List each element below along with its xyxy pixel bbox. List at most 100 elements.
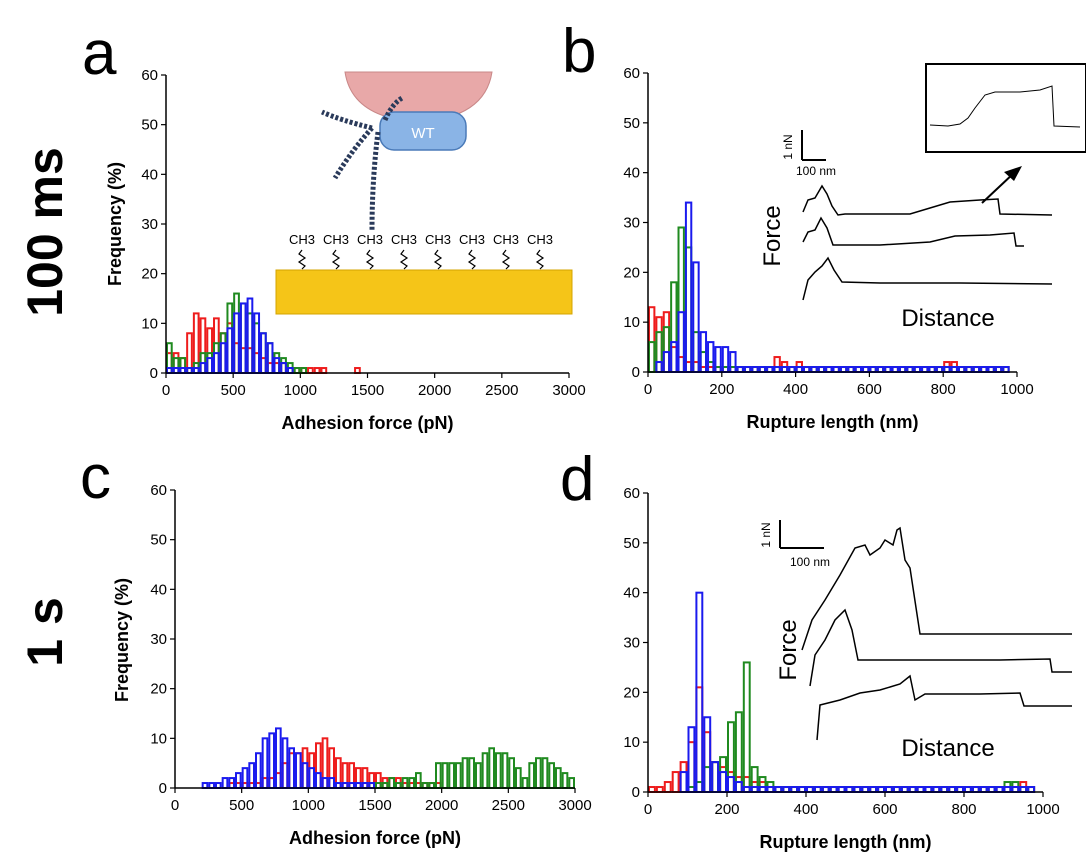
bar-blue-11 bbox=[729, 351, 737, 374]
y-tick-label: 0 bbox=[150, 365, 158, 382]
x-tick-label: 800 bbox=[931, 381, 956, 398]
linker-chain bbox=[433, 249, 443, 270]
x-tick-label: 800 bbox=[951, 801, 976, 818]
y-tick-label: 10 bbox=[150, 730, 167, 747]
y-tick-label: 50 bbox=[141, 117, 158, 134]
y-axis-label: Frequency (%) bbox=[105, 162, 125, 286]
bar-blue-6 bbox=[692, 261, 700, 373]
bar-blue-10 bbox=[727, 776, 735, 793]
bar-red-3 bbox=[671, 771, 680, 793]
bar-blue-8 bbox=[711, 761, 720, 793]
y-axis-label: Frequency (%) bbox=[112, 578, 132, 702]
force-label: Force bbox=[775, 619, 802, 680]
force-curves-inset-b: 1 nN 100 nm Force Distance bbox=[759, 63, 1086, 332]
scale-label-y: 1 nN bbox=[781, 134, 795, 159]
methyl-label: CH3 bbox=[289, 232, 315, 247]
bar-blue-14 bbox=[260, 332, 267, 374]
x-tick-label: 2500 bbox=[492, 797, 525, 814]
x-axis-label: Rupture length (nm) bbox=[760, 832, 932, 852]
bar-red-2 bbox=[663, 781, 672, 793]
panel-a: a 0 10 20 30 40 50 60 0 500 1000 1500 2000 2500 3000 Ad… bbox=[82, 19, 586, 433]
bar-green-36 bbox=[415, 772, 422, 789]
x-tick-label: 0 bbox=[162, 382, 170, 399]
bar-green-53 bbox=[528, 762, 535, 790]
y-tick-label: 0 bbox=[159, 780, 167, 797]
zoom-arrow bbox=[981, 171, 1016, 204]
bar-blue-7 bbox=[703, 716, 712, 793]
linker-chain bbox=[467, 249, 477, 270]
bar-blue-11 bbox=[734, 781, 743, 793]
row-label-bottom: 1 s bbox=[17, 597, 73, 667]
y-tick-label: 50 bbox=[150, 532, 167, 549]
y-tick-label: 30 bbox=[623, 215, 640, 232]
y-tick-label: 0 bbox=[632, 784, 640, 801]
panel-letter: d bbox=[560, 445, 594, 514]
y-tick-label: 30 bbox=[623, 635, 640, 652]
bar-green-44 bbox=[468, 757, 476, 790]
methyl-label: CH3 bbox=[391, 232, 417, 247]
y-tick-label: 10 bbox=[623, 734, 640, 751]
x-tick-label: 600 bbox=[857, 381, 882, 398]
bar-blue-21 bbox=[315, 772, 322, 789]
y-tick-label: 40 bbox=[623, 585, 640, 602]
x-tick-label: 3000 bbox=[552, 382, 585, 399]
linker-chain bbox=[365, 249, 375, 270]
bar-blue-10 bbox=[721, 346, 730, 374]
y-tick-label: 10 bbox=[623, 314, 640, 331]
bar-blue-11 bbox=[248, 762, 255, 790]
x-tick-label: 0 bbox=[644, 381, 652, 398]
bar-green-41 bbox=[448, 762, 456, 790]
bar-green-50 bbox=[508, 757, 516, 790]
y-tick-label: 0 bbox=[632, 364, 640, 381]
bar-blue-4 bbox=[679, 771, 688, 793]
bar-blue-18 bbox=[295, 752, 302, 790]
bar-green-51 bbox=[515, 767, 522, 790]
x-tick-label: 1000 bbox=[284, 382, 317, 399]
x-axis-label: Rupture length (nm) bbox=[747, 412, 919, 432]
methyl-label: CH3 bbox=[527, 232, 553, 247]
bar-blue-5 bbox=[684, 201, 693, 373]
panel-letter: b bbox=[562, 17, 596, 86]
y-tick-label: 60 bbox=[141, 67, 158, 84]
x-tick-label: 0 bbox=[171, 797, 179, 814]
bar-green-42 bbox=[455, 762, 462, 790]
bar-blue-5 bbox=[199, 362, 207, 375]
bar-blue-22 bbox=[321, 777, 329, 789]
x-tick-label: 0 bbox=[644, 801, 652, 818]
bar-blue-9 bbox=[714, 346, 722, 374]
x-tick-label: 400 bbox=[783, 381, 808, 398]
bar-green-55 bbox=[541, 757, 549, 790]
bar-green-54 bbox=[535, 757, 542, 790]
y-tick-label: 20 bbox=[623, 684, 640, 701]
bar-blue-2 bbox=[662, 351, 671, 374]
linker-chain bbox=[331, 249, 341, 270]
bar-green-47 bbox=[488, 747, 496, 789]
bar-blue-9 bbox=[226, 327, 234, 374]
curve-3 bbox=[802, 256, 1053, 301]
linker-chain bbox=[501, 249, 511, 270]
y-tick-label: 60 bbox=[623, 485, 640, 502]
y-tick-label: 10 bbox=[141, 315, 158, 332]
bar-green-52 bbox=[521, 777, 529, 789]
bar-blue-13 bbox=[261, 737, 269, 789]
curve-1 bbox=[801, 526, 1072, 651]
panel-c: c 0 10 20 30 40 50 60 0 500 1000 1500 2000 2500 3000 Ad… bbox=[80, 443, 592, 848]
methyl-label: CH3 bbox=[323, 232, 349, 247]
y-tick-label: 20 bbox=[623, 264, 640, 281]
bar-green-11 bbox=[734, 711, 743, 793]
row-label-top: 100 ms bbox=[17, 147, 73, 317]
x-tick-label: 1500 bbox=[358, 797, 391, 814]
bar-blue-7 bbox=[213, 352, 220, 374]
bar-blue-4 bbox=[677, 311, 685, 374]
force-curves-inset-d: 1 nN 100 nm Force Distance bbox=[759, 520, 1072, 762]
y-tick-label: 30 bbox=[150, 631, 167, 648]
bar-green-56 bbox=[548, 762, 555, 790]
zoom-arrow-head bbox=[1004, 166, 1022, 181]
x-tick-label: 500 bbox=[221, 382, 246, 399]
x-tick-label: 1000 bbox=[292, 797, 325, 814]
bar-blue-17 bbox=[280, 362, 287, 375]
bar-blue-11 bbox=[239, 302, 247, 375]
curve-2 bbox=[802, 216, 1024, 247]
